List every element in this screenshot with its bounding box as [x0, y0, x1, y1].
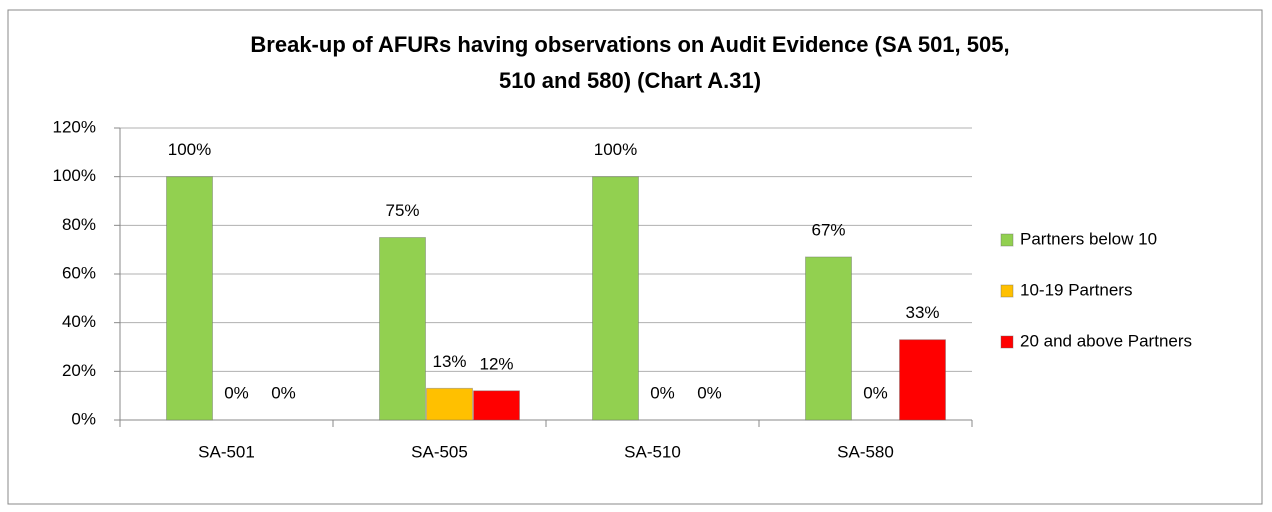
- bar: [166, 176, 213, 421]
- legend-label: 20 and above Partners: [1020, 331, 1192, 350]
- value-label: 67%: [811, 220, 845, 239]
- value-label: 13%: [432, 352, 466, 371]
- chart-title: Break-up of AFURs having observations on…: [250, 32, 1009, 57]
- bar: [899, 339, 946, 421]
- x-tick-label: SA-510: [624, 442, 681, 461]
- bar: [805, 256, 852, 421]
- legend-swatch: [1000, 233, 1014, 247]
- bar: [379, 237, 426, 421]
- x-tick-label: SA-501: [198, 442, 255, 461]
- value-label: 0%: [224, 383, 249, 402]
- y-tick-label: 120%: [53, 117, 96, 136]
- y-tick-label: 80%: [62, 215, 96, 234]
- y-tick-label: 100%: [53, 166, 96, 185]
- value-label: 0%: [863, 383, 888, 402]
- x-tick-label: SA-580: [837, 442, 894, 461]
- chart-title: 510 and 580) (Chart A.31): [499, 68, 761, 93]
- value-label: 0%: [650, 383, 675, 402]
- y-tick-label: 40%: [62, 312, 96, 331]
- legend-label: 10-19 Partners: [1020, 280, 1132, 299]
- y-tick-label: 60%: [62, 263, 96, 282]
- y-tick-label: 20%: [62, 361, 96, 380]
- value-label: 100%: [594, 140, 637, 159]
- x-tick-label: SA-505: [411, 442, 468, 461]
- legend-swatch: [1000, 284, 1014, 298]
- value-label: 100%: [168, 140, 211, 159]
- value-label: 0%: [697, 383, 722, 402]
- value-label: 12%: [479, 354, 513, 373]
- legend-swatch: [1000, 335, 1014, 349]
- value-label: 75%: [385, 201, 419, 220]
- value-label: 0%: [271, 383, 296, 402]
- bar: [473, 390, 520, 421]
- bar: [592, 176, 639, 421]
- value-label: 33%: [905, 303, 939, 322]
- legend-label: Partners below 10: [1020, 229, 1157, 248]
- y-tick-label: 0%: [71, 409, 96, 428]
- bar: [426, 387, 473, 421]
